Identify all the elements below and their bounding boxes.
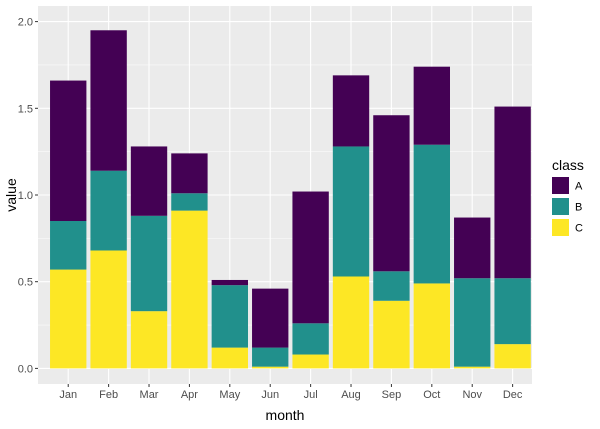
x-tick-label: Apr [181,389,198,401]
bar-segment-b-aug [332,146,370,277]
legend-label-b: B [575,202,582,214]
x-tick-label: Sep [382,389,402,401]
bar-segment-b-mar [130,215,168,312]
bar-segment-a-feb [90,30,127,171]
bar-segment-c-jul [292,354,329,369]
bar-segment-c-oct [413,283,450,369]
bar-segment-b-nov [454,278,491,367]
bar-segment-a-jul [292,191,329,324]
legend-label-c: C [575,223,583,235]
bar-segment-c-may [211,347,248,369]
bar-segment-c-jan [50,269,87,369]
bar-segment-b-dec [494,278,531,345]
bar-segment-a-dec [494,106,531,279]
bar-segment-c-sep [373,300,410,369]
legend-key-a [552,177,569,194]
x-axis-title: month [266,407,305,423]
bar-segment-a-aug [332,75,370,147]
x-tick-label: Dec [503,389,523,401]
bar-segment-a-apr [171,153,208,194]
legend-key-b [552,198,569,215]
y-tick-label: 0.0 [18,363,33,375]
bar-segment-a-nov [454,217,491,279]
bar-segment-b-jan [50,221,87,270]
x-tick-label: Nov [462,389,482,401]
bar-segment-c-apr [171,210,208,369]
bar-segment-b-apr [171,193,208,211]
bar-segment-a-mar [130,146,168,216]
bars [50,30,531,369]
bar-segment-c-jun [252,366,289,369]
bar-segment-a-jan [50,80,87,222]
bar-segment-a-may [211,279,248,286]
y-axis-title: value [3,178,19,212]
bar-segment-b-jul [292,323,329,355]
legend: class ABC [552,157,584,236]
x-tick-label: Aug [341,389,361,401]
y-tick-label: 1.5 [18,103,33,115]
bar-segment-c-nov [454,366,491,369]
x-axis: Jan Feb Mar Apr May Jun Jul Aug Sep Oct Nov Dec [59,384,523,401]
bar-segment-b-oct [413,144,450,284]
x-tick-label: Mar [140,389,159,401]
bar-segment-c-mar [130,311,168,369]
x-tick-label: Feb [99,389,118,401]
bar-segment-b-sep [373,271,410,301]
x-tick-label: Jul [304,389,318,401]
bar-segment-b-may [211,285,248,348]
bar-segment-c-aug [332,276,370,369]
y-tick-label: 2.0 [18,17,33,29]
x-tick-label: Jun [261,389,279,401]
x-tick-label: Jan [59,389,77,401]
bar-segment-a-jun [252,288,289,348]
y-tick-label: 1.0 [18,190,33,202]
x-tick-label: Oct [423,389,440,401]
bar-segment-a-sep [373,115,410,272]
y-tick-label: 0.5 [18,277,33,289]
bar-segment-c-feb [90,250,127,369]
bar-segment-a-oct [413,66,450,145]
legend-key-c [552,219,569,236]
bar-segment-c-dec [494,344,531,369]
x-tick-label: May [219,389,240,401]
bar-segment-b-feb [90,170,127,251]
legend-label-a: A [575,181,583,193]
bar-segment-b-jun [252,347,289,367]
legend-title: class [552,157,584,173]
y-axis: 0.0 0.5 1.0 1.5 2.0 [18,17,38,375]
